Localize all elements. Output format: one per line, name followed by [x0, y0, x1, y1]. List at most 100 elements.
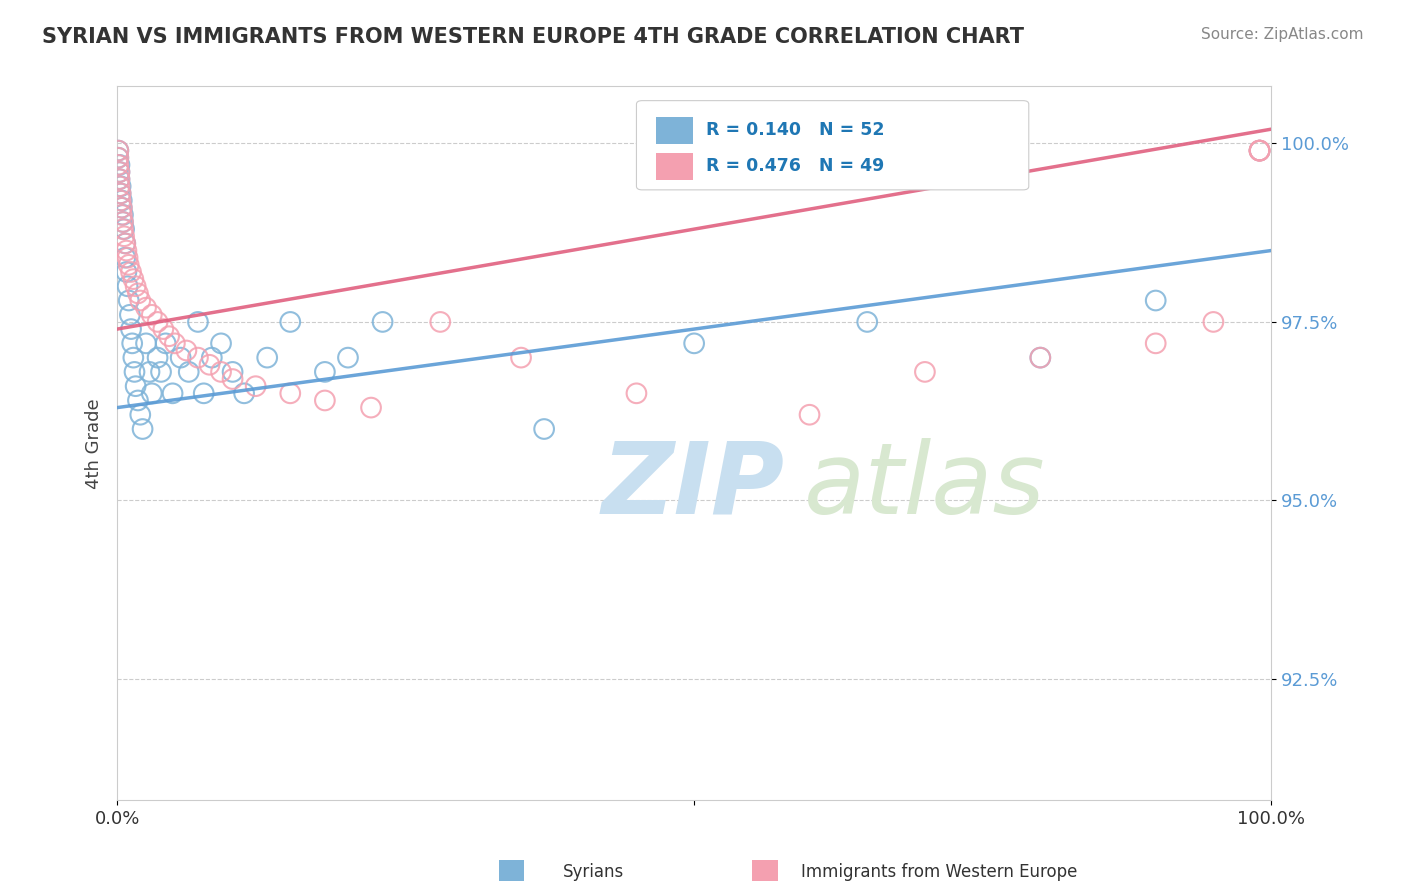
Point — [314, 393, 336, 408]
Point — [117, 251, 139, 265]
Point — [124, 279, 146, 293]
Point — [122, 351, 145, 365]
Point — [799, 408, 821, 422]
Point — [122, 272, 145, 286]
Point — [114, 236, 136, 251]
Point — [138, 365, 160, 379]
Point — [209, 365, 232, 379]
Point — [135, 301, 157, 315]
Point — [108, 165, 131, 179]
Point — [187, 351, 209, 365]
Point — [111, 208, 134, 222]
Point — [150, 365, 173, 379]
Point — [626, 386, 648, 401]
Point — [107, 151, 129, 165]
Point — [110, 186, 132, 201]
Point — [107, 144, 129, 158]
FancyBboxPatch shape — [637, 101, 1029, 190]
Point — [108, 158, 131, 172]
Point — [118, 293, 141, 308]
Point — [129, 408, 152, 422]
Point — [314, 365, 336, 379]
Point — [245, 379, 267, 393]
Point — [1249, 144, 1271, 158]
Point — [114, 236, 136, 251]
Point — [371, 315, 394, 329]
Point — [162, 386, 184, 401]
Point — [209, 336, 232, 351]
Point — [1249, 144, 1271, 158]
Point — [155, 336, 177, 351]
Point — [169, 351, 191, 365]
Point — [533, 422, 555, 436]
Point — [221, 365, 243, 379]
Text: SYRIAN VS IMMIGRANTS FROM WESTERN EUROPE 4TH GRADE CORRELATION CHART: SYRIAN VS IMMIGRANTS FROM WESTERN EUROPE… — [42, 27, 1024, 46]
Point — [108, 172, 131, 186]
Point — [221, 372, 243, 386]
Point — [111, 194, 134, 208]
Point — [111, 201, 134, 215]
Point — [278, 386, 301, 401]
Point — [108, 165, 131, 179]
Point — [108, 179, 131, 194]
Y-axis label: 4th Grade: 4th Grade — [86, 398, 103, 489]
Text: Source: ZipAtlas.com: Source: ZipAtlas.com — [1201, 27, 1364, 42]
Point — [141, 308, 163, 322]
Point — [914, 365, 936, 379]
Point — [118, 308, 141, 322]
Text: R = 0.140   N = 52: R = 0.140 N = 52 — [706, 121, 884, 139]
Point — [124, 365, 146, 379]
Point — [360, 401, 382, 415]
Bar — [657, 117, 693, 145]
Text: atlas: atlas — [804, 438, 1046, 534]
Point — [1144, 293, 1167, 308]
Point — [198, 358, 221, 372]
Point — [233, 386, 256, 401]
Point — [111, 208, 134, 222]
Point — [1144, 336, 1167, 351]
Point — [121, 336, 143, 351]
Point — [1249, 144, 1271, 158]
Point — [1249, 144, 1271, 158]
Point — [336, 351, 359, 365]
Point — [111, 222, 134, 236]
Point — [135, 336, 157, 351]
Point — [141, 386, 163, 401]
Point — [1249, 144, 1271, 158]
Point — [115, 244, 138, 258]
Point — [1029, 351, 1052, 365]
Point — [683, 336, 706, 351]
Point — [120, 265, 142, 279]
Point — [112, 229, 135, 244]
Point — [110, 179, 132, 194]
Point — [107, 151, 129, 165]
Point — [152, 322, 174, 336]
Text: Syrians: Syrians — [562, 863, 624, 881]
Point — [146, 351, 169, 365]
Point — [429, 315, 451, 329]
Point — [1029, 351, 1052, 365]
Point — [127, 393, 149, 408]
Point — [114, 251, 136, 265]
Point — [111, 215, 134, 229]
Point — [117, 279, 139, 293]
Point — [112, 222, 135, 236]
Point — [176, 343, 198, 358]
Text: ZIP: ZIP — [602, 438, 785, 534]
Point — [118, 258, 141, 272]
Point — [201, 351, 224, 365]
Point — [115, 265, 138, 279]
Point — [1202, 315, 1225, 329]
Point — [146, 315, 169, 329]
Point — [108, 172, 131, 186]
Point — [107, 158, 129, 172]
Point — [111, 201, 134, 215]
Point — [111, 215, 134, 229]
Point — [107, 144, 129, 158]
Point — [157, 329, 180, 343]
Point — [193, 386, 215, 401]
Point — [510, 351, 533, 365]
Point — [110, 194, 132, 208]
Point — [120, 322, 142, 336]
Point — [131, 422, 153, 436]
